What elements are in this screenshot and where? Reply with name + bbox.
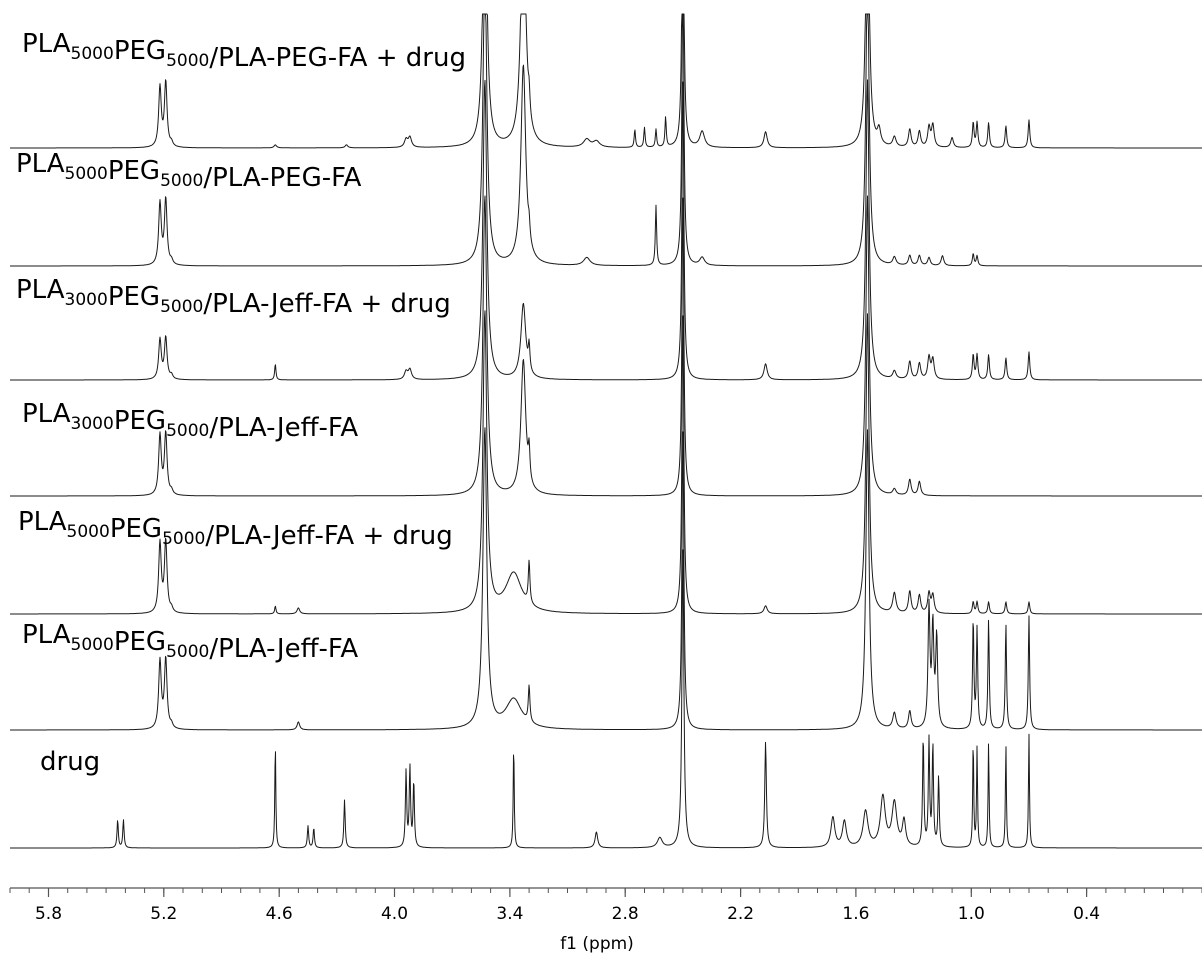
x-tick-label: 2.8 xyxy=(612,904,639,924)
spectrum-trace-pla3000peg5000-pla-jeff-fa xyxy=(10,195,1202,497)
spectrum-trace-drug xyxy=(10,549,1202,849)
spectrum-trace-pla5000peg5000-pla-peg-fa xyxy=(10,13,1202,267)
series-label-pla5000peg5000-pla-jeff-fa: PLA5000PEG5000/PLA-Jeff-FA xyxy=(22,620,358,664)
series-label-pla5000peg5000-pla-peg-fa-drug: PLA5000PEG5000/PLA-PEG-FA + drug xyxy=(22,29,466,73)
spectrum-trace-pla5000peg5000-pla-jeff-fa xyxy=(10,427,1202,731)
series-label-pla5000peg5000-pla-jeff-fa-drug: PLA5000PEG5000/PLA-Jeff-FA + drug xyxy=(18,507,453,551)
spectrum-trace-pla5000peg5000-pla-jeff-fa-drug xyxy=(10,310,1202,615)
spectrum-trace-pla3000peg5000-pla-jeff-fa-drug xyxy=(10,79,1202,381)
x-tick-label: 5.8 xyxy=(35,904,62,924)
x-tick-label: 1.0 xyxy=(958,904,985,924)
x-tick-label: 5.2 xyxy=(150,904,177,924)
series-label-pla3000peg5000-pla-jeff-fa-drug: PLA3000PEG5000/PLA-Jeff-FA + drug xyxy=(16,275,451,319)
x-axis-title: f1 (ppm) xyxy=(560,934,634,954)
series-label-drug: drug xyxy=(40,747,100,777)
x-axis: 5.8 5.2 4.6 4.0 3.4 2.8 2.2 1.6 1.0 0.4 f1 (ppm) xyxy=(9,887,1202,954)
x-tick-label: 2.2 xyxy=(727,904,754,924)
x-axis-ticks: 5.8 5.2 4.6 4.0 3.4 2.8 2.2 1.6 1.0 0.4 xyxy=(9,888,1202,924)
spectrum-trace-pla5000peg5000-pla-peg-fa-drug xyxy=(10,13,1202,149)
x-tick-label: 0.4 xyxy=(1073,904,1100,924)
series-label-pla3000peg5000-pla-jeff-fa: PLA3000PEG5000/PLA-Jeff-FA xyxy=(22,399,358,443)
x-tick-label: 4.6 xyxy=(266,904,293,924)
spectra-layer xyxy=(10,13,1202,849)
x-tick-label: 3.4 xyxy=(496,904,523,924)
series-label-pla5000peg5000-pla-peg-fa: PLA5000PEG5000/PLA-PEG-FA xyxy=(16,149,362,193)
x-tick-label: 4.0 xyxy=(381,904,408,924)
x-tick-label: 1.6 xyxy=(842,904,869,924)
series-labels-layer: PLA5000PEG5000/PLA-PEG-FA + drug PLA5000P… xyxy=(16,29,466,777)
